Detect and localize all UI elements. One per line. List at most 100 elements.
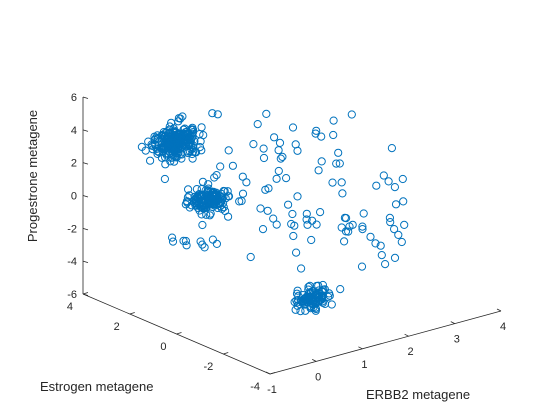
data-point <box>359 209 368 218</box>
data-point <box>337 223 346 232</box>
data-point <box>168 237 178 246</box>
x-tick-mark <box>265 371 271 375</box>
data-point <box>274 166 283 176</box>
data-point <box>228 161 237 170</box>
data-point <box>376 241 385 250</box>
x-tick-label: 1 <box>361 359 367 371</box>
data-points <box>137 109 409 316</box>
data-point <box>384 177 393 186</box>
data-point <box>177 154 186 163</box>
data-point <box>272 220 281 229</box>
data-point <box>377 251 386 260</box>
data-point <box>312 281 321 291</box>
data-point <box>253 120 262 129</box>
data-point <box>398 174 407 184</box>
data-point <box>329 116 338 125</box>
data-point <box>400 220 409 229</box>
data-point <box>336 285 345 294</box>
data-point <box>167 132 176 141</box>
data-point <box>391 200 401 209</box>
data-point <box>224 212 233 221</box>
z-tick-label: 0 <box>71 191 77 203</box>
data-point <box>159 132 168 142</box>
data-point <box>249 140 258 149</box>
data-point <box>216 162 225 171</box>
data-point <box>302 209 311 218</box>
data-point <box>294 295 303 304</box>
data-point <box>272 174 281 183</box>
data-point <box>208 188 217 197</box>
data-point <box>212 239 221 248</box>
data-point <box>208 109 217 118</box>
data-point <box>188 149 197 159</box>
data-point <box>208 235 217 244</box>
data-point <box>342 214 351 223</box>
data-point <box>284 200 293 209</box>
data-point <box>372 181 381 190</box>
z-tick-mark <box>82 260 89 264</box>
x-tick-label: -1 <box>267 384 277 396</box>
data-point <box>259 144 268 153</box>
z-tick-label: -4 <box>67 256 77 268</box>
data-point <box>205 211 214 220</box>
data-point <box>332 159 341 168</box>
data-point <box>317 157 326 166</box>
data-point <box>381 260 390 269</box>
axis-labels: ERBB2 metagene Estrogen metagene Progest… <box>25 110 470 402</box>
data-point <box>302 215 311 224</box>
data-point <box>275 138 285 147</box>
data-point <box>335 159 344 168</box>
z-tick-mark <box>82 129 89 132</box>
data-point <box>329 130 338 140</box>
data-point <box>157 144 166 153</box>
data-point <box>386 218 395 227</box>
data-point <box>238 172 247 181</box>
data-point <box>199 191 208 201</box>
data-point <box>293 301 302 310</box>
y-tick-mark <box>269 372 276 375</box>
data-point <box>334 148 343 157</box>
x-tick-label: 3 <box>454 334 460 346</box>
data-point <box>168 153 177 162</box>
data-point <box>304 282 313 291</box>
data-point <box>306 292 315 301</box>
data-point <box>358 225 367 234</box>
data-point <box>314 166 323 175</box>
data-point <box>338 189 347 198</box>
z-tick-label: 6 <box>71 92 77 104</box>
data-point <box>262 109 271 119</box>
data-point <box>308 216 317 225</box>
data-point <box>307 235 316 245</box>
data-point <box>390 253 400 262</box>
y-tick-label: 0 <box>160 341 166 353</box>
data-point <box>191 148 201 157</box>
data-point <box>224 192 233 201</box>
data-point <box>165 122 174 131</box>
z-tick-label: -6 <box>67 289 77 301</box>
x-tick-label: 2 <box>408 346 414 358</box>
data-point <box>202 200 211 209</box>
data-point <box>324 292 333 301</box>
data-point <box>209 196 218 205</box>
data-point <box>276 154 285 163</box>
data-point <box>287 219 296 229</box>
data-point <box>238 189 248 198</box>
data-point <box>196 137 205 146</box>
data-point <box>212 171 221 180</box>
y-tick-label: 2 <box>114 321 120 333</box>
data-point <box>288 123 298 132</box>
data-point <box>318 298 327 307</box>
data-point <box>169 124 178 133</box>
data-point <box>293 286 302 295</box>
x-axis-line <box>269 310 502 375</box>
data-point <box>314 286 323 295</box>
data-point <box>157 153 166 162</box>
data-point <box>160 174 169 184</box>
data-point <box>292 248 301 257</box>
z-tick-label: -2 <box>67 223 77 235</box>
data-point <box>306 302 315 311</box>
data-point <box>345 222 354 231</box>
data-point <box>357 262 367 271</box>
